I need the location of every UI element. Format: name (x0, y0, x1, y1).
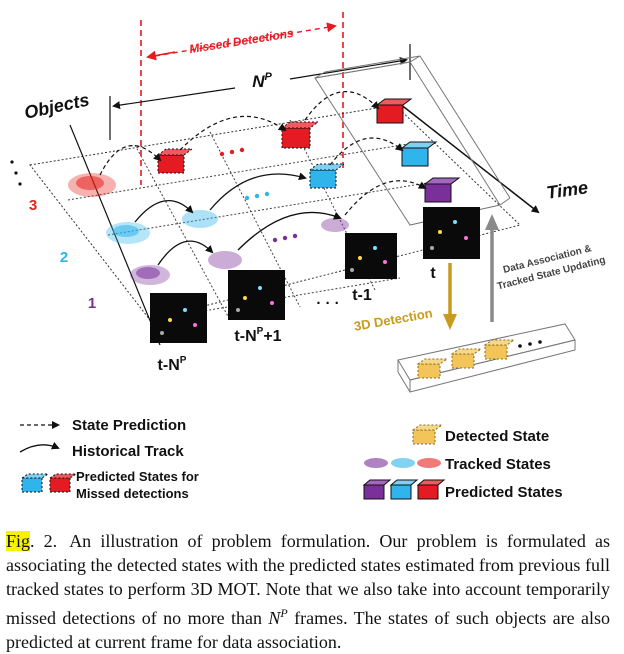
object-id-3: 3 (29, 197, 37, 214)
frame-label-t-minus-1: t-1 (352, 287, 372, 304)
tracked-state-obj1-frame2 (208, 251, 242, 269)
np-window-bracket: NP (109, 44, 411, 140)
historical-track-arrows (134, 172, 342, 266)
frame-ellipsis: · · · (316, 295, 339, 312)
caption-text-part1: An illustration of problem formulation. … (6, 531, 611, 628)
tracked-state-obj2-frame2 (182, 210, 218, 228)
legend-predicted-states-symbol (362, 479, 446, 500)
legend-predicted-missed-label-line1: Predicted States for (76, 469, 199, 484)
caption-fig-number: . 2. (30, 531, 58, 551)
data-association-arrow: Data Association & Tracked State Updatin… (485, 214, 607, 322)
tracked-state-obj1-frame3 (321, 218, 349, 232)
tracked-state-obj3-frame1 (68, 173, 116, 197)
figure-caption: Fig. 2. An illustration of problem formul… (6, 529, 610, 654)
legend-tracked-states-label: Tracked States (445, 456, 551, 473)
object-id-2: 2 (60, 249, 68, 266)
lidar-frame-t (423, 207, 480, 259)
legend: State Prediction Historical Track Predic… (19, 417, 563, 501)
lidar-frame-t-minus-np-plus1 (228, 270, 285, 320)
legend-historical-track-symbol (19, 441, 60, 453)
legend-predicted-missed-symbol (20, 473, 78, 493)
frame-label-t: t (430, 265, 436, 282)
problem-formulation-diagram: Missed Detections NP Objects Time 3 2 1 (10, 12, 607, 501)
caption-np: NP (268, 606, 288, 628)
predicted-state-obj2 (400, 141, 438, 167)
lidar-frame-t-minus-1 (345, 233, 397, 279)
np-label: NP (252, 71, 272, 91)
legend-predicted-missed-label-line2: Missed detections (76, 486, 189, 501)
time-object-plane (29, 99, 540, 346)
detected-states-box (397, 323, 576, 393)
legend-state-prediction-label: State Prediction (72, 417, 186, 434)
lidar-frame-t-minus-np (150, 293, 207, 343)
predicted-missed-obj3-b (280, 121, 320, 149)
legend-predicted-states-label: Predicted States (445, 484, 563, 501)
predicted-state-obj3 (375, 98, 413, 124)
state-prediction-arrows (99, 91, 427, 216)
current-frame-box (314, 55, 511, 226)
legend-detected-state-label: Detected State (445, 428, 549, 445)
vertical-dots (10, 160, 22, 186)
legend-historical-track-label: Historical Track (72, 443, 184, 460)
legend-tracked-states-symbol (364, 458, 441, 468)
frame-label-t-minus-np-plus1: t-NP+1 (234, 326, 281, 345)
legend-detected-state-symbol (411, 424, 444, 445)
objects-axis-label: Objects (22, 89, 91, 122)
predicted-missed-obj3-a (156, 148, 194, 174)
predicted-state-obj1 (423, 177, 461, 203)
object-id-1: 1 (88, 295, 96, 312)
tracked-state-obj2-frame1 (106, 222, 150, 244)
frame-label-t-minus-np: t-NP (158, 355, 187, 374)
missed-detections-label: Missed Detections (188, 26, 295, 56)
predicted-missed-obj2 (308, 163, 346, 189)
object-trail-dots (219, 147, 298, 243)
3d-detection-label: 3D Detection (353, 305, 434, 334)
caption-fig-label: Fig (6, 531, 31, 551)
time-axis-label: Time (545, 177, 589, 203)
tracked-state-obj1-frame1 (130, 265, 170, 285)
